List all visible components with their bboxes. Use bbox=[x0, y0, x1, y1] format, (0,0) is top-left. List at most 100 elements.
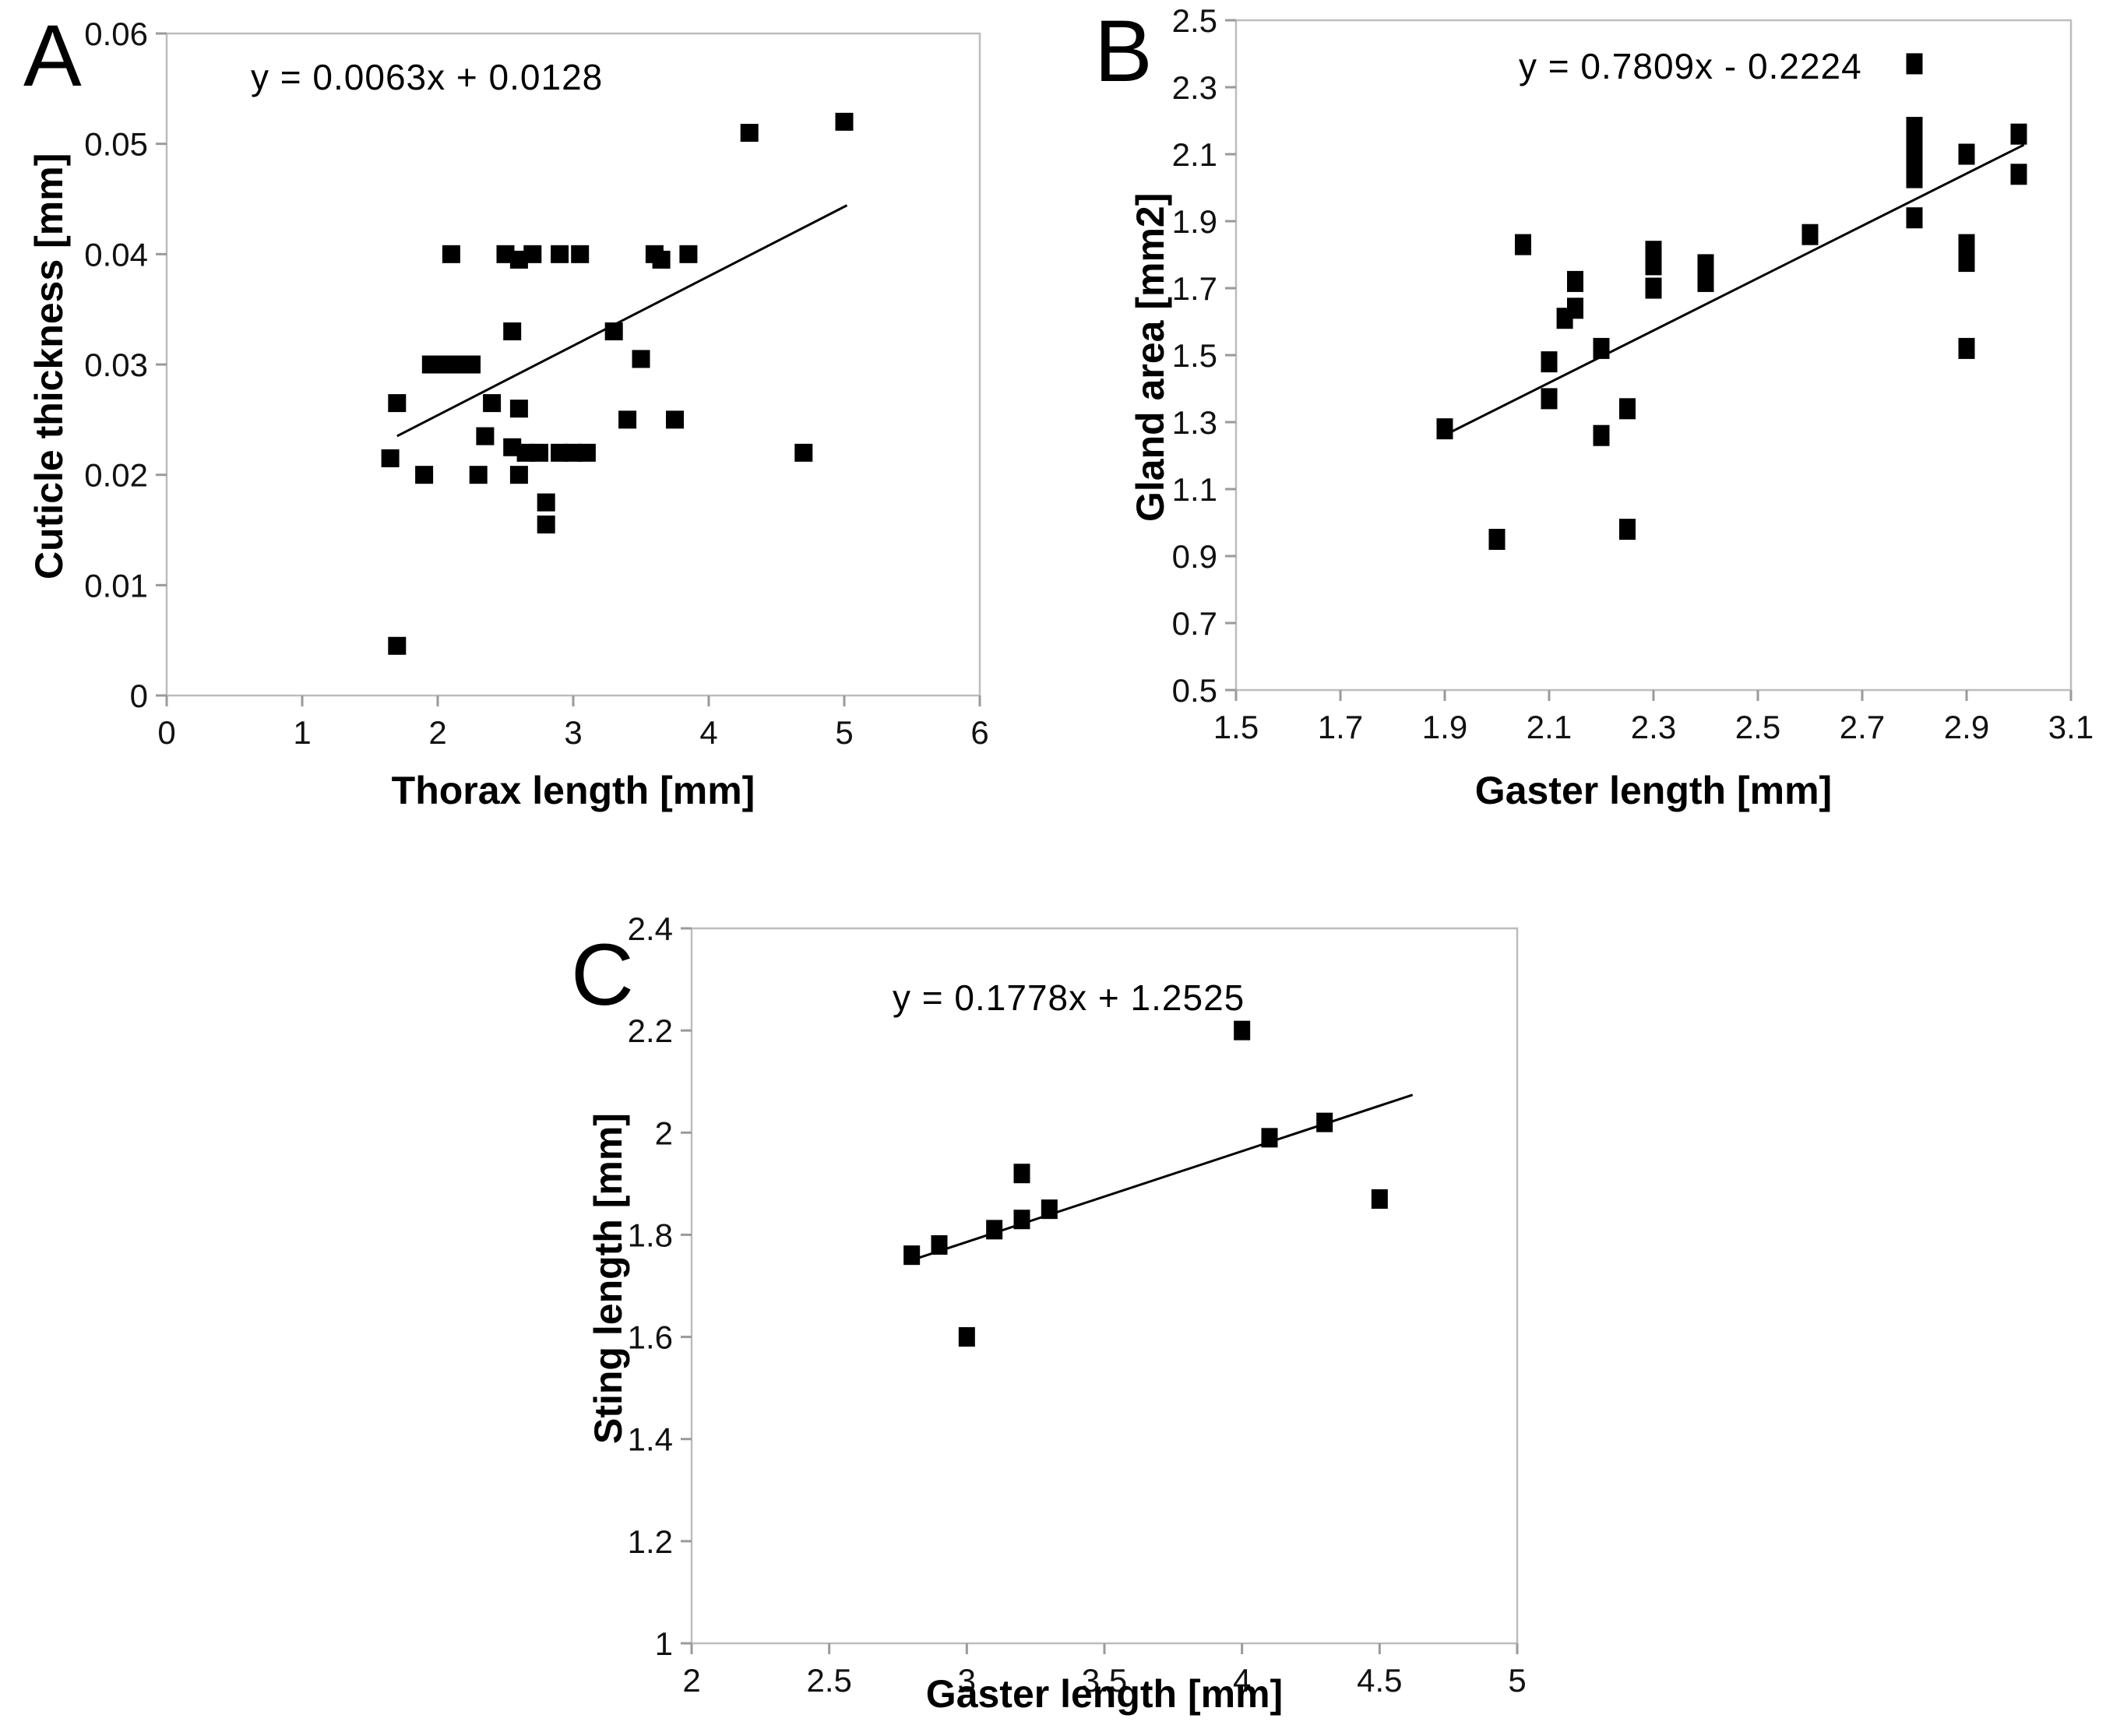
data-point bbox=[986, 1220, 1003, 1240]
data-point bbox=[1316, 1112, 1333, 1132]
data-point bbox=[604, 322, 623, 340]
y-tick-label: 1.4 bbox=[628, 1421, 673, 1458]
data-point bbox=[1436, 418, 1453, 440]
y-tick-label: 0.5 bbox=[1172, 672, 1217, 709]
data-point bbox=[1958, 251, 1975, 273]
data-point bbox=[931, 1235, 948, 1255]
panel-c-x-axis-title: Gaster length [mm] bbox=[925, 1672, 1284, 1716]
data-point bbox=[1906, 133, 1923, 155]
data-point bbox=[442, 245, 460, 263]
data-point bbox=[537, 515, 555, 533]
data-point bbox=[1906, 53, 1923, 75]
y-tick-label: 0.7 bbox=[1172, 605, 1217, 642]
data-point bbox=[503, 322, 522, 340]
y-tick-label: 1.8 bbox=[628, 1217, 673, 1253]
data-point bbox=[415, 466, 434, 484]
data-point bbox=[1488, 529, 1506, 550]
data-point bbox=[1515, 234, 1531, 255]
data-point bbox=[503, 438, 522, 456]
x-tick-label: 1.7 bbox=[1318, 709, 1363, 745]
x-tick-label: 2.3 bbox=[1631, 709, 1676, 745]
y-tick-label: 0.9 bbox=[1172, 538, 1217, 575]
x-tick-label: 2 bbox=[428, 714, 446, 751]
x-tick-label: 1.9 bbox=[1422, 709, 1467, 745]
panel-b-plot: 1.5 1.7 1.9 2.1 2.3 2.5 2.7 2.9 3.1 0.5 0.7 0.9 1.1 1… bbox=[1172, 2, 2094, 745]
y-tick-label: 2.1 bbox=[1172, 136, 1217, 173]
x-tick-label: 4 bbox=[699, 714, 717, 751]
data-point bbox=[618, 410, 637, 429]
y-tick-label: 0 bbox=[130, 678, 148, 714]
data-point bbox=[388, 636, 407, 655]
panel-b-equation: y = 0.7809x - 0.2224 bbox=[1519, 46, 1862, 86]
panel-a-plot: 0 1 2 3 4 5 6 0 0.01 0.02 0.03 0.04 0.05 0.06 bbox=[84, 16, 988, 751]
x-tick-label: 4 bbox=[1233, 1662, 1251, 1699]
data-point bbox=[1013, 1210, 1030, 1230]
y-tick-label: 0.04 bbox=[84, 236, 148, 273]
x-tick-label: 6 bbox=[970, 714, 988, 751]
data-point bbox=[509, 466, 528, 484]
y-tick-label: 0.01 bbox=[84, 567, 148, 604]
data-point bbox=[1958, 143, 1975, 165]
y-tick-label: 2.3 bbox=[1172, 69, 1217, 106]
data-point bbox=[483, 394, 502, 413]
x-tick-label: 2.1 bbox=[1527, 709, 1572, 745]
x-tick-label: 3 bbox=[564, 714, 582, 751]
data-point bbox=[523, 245, 542, 263]
data-point bbox=[388, 394, 407, 413]
y-tick-label: 1.6 bbox=[628, 1319, 673, 1356]
data-point bbox=[551, 245, 569, 263]
data-point bbox=[1593, 337, 1610, 359]
data-point bbox=[469, 466, 488, 484]
data-point bbox=[1958, 337, 1975, 359]
panel-a-y-axis-title: Cuticle thickness [mm] bbox=[27, 153, 71, 579]
data-point bbox=[496, 245, 515, 263]
data-point bbox=[509, 400, 528, 418]
data-point bbox=[476, 427, 495, 445]
data-point bbox=[435, 355, 454, 374]
data-point bbox=[1906, 207, 1923, 229]
data-point bbox=[421, 355, 440, 374]
trend-line bbox=[906, 1093, 1414, 1263]
axis-box bbox=[165, 32, 981, 697]
y-tick-label: 1.7 bbox=[1172, 270, 1217, 307]
x-tick-label: 2.9 bbox=[1944, 709, 1989, 745]
y-tick-label: 2.4 bbox=[628, 910, 673, 947]
data-point bbox=[1013, 1164, 1030, 1184]
x-tick-label: 2 bbox=[682, 1662, 700, 1699]
data-point bbox=[1041, 1199, 1058, 1220]
x-tick-label: 1 bbox=[293, 714, 311, 751]
data-point bbox=[1234, 1020, 1251, 1041]
data-point bbox=[1261, 1128, 1278, 1148]
y-tick-label: 0.02 bbox=[84, 457, 148, 494]
data-point bbox=[1801, 224, 1819, 245]
y-tick-label: 2 bbox=[655, 1114, 673, 1151]
data-point bbox=[679, 245, 698, 263]
data-point bbox=[1645, 277, 1662, 299]
y-tick-label: 1.1 bbox=[1172, 471, 1217, 508]
data-point bbox=[516, 443, 535, 462]
x-tick-label: 4.5 bbox=[1357, 1662, 1402, 1699]
x-tick-label: 2.5 bbox=[806, 1662, 851, 1699]
x-tick-label: 3.1 bbox=[2048, 709, 2094, 745]
data-point bbox=[794, 443, 813, 462]
x-tick-label: 5 bbox=[1508, 1662, 1526, 1699]
data-point bbox=[537, 493, 555, 512]
y-tick-label: 0.06 bbox=[84, 16, 148, 52]
data-point bbox=[1619, 398, 1636, 420]
data-point bbox=[1371, 1189, 1388, 1210]
data-point bbox=[1906, 117, 1923, 139]
x-tick-label: 2.5 bbox=[1735, 709, 1780, 745]
panel-b-x-axis-title: Gaster length [mm] bbox=[1474, 769, 1833, 812]
x-tick-label: 3 bbox=[958, 1662, 976, 1699]
panel-c-equation: y = 0.1778x + 1.2525 bbox=[893, 977, 1245, 1018]
data-point bbox=[577, 443, 596, 462]
axis-box bbox=[690, 927, 1519, 1645]
data-point bbox=[1567, 270, 1583, 292]
data-point bbox=[903, 1245, 921, 1266]
data-point bbox=[1541, 351, 1558, 373]
data-point bbox=[1567, 298, 1583, 319]
panel-b-label: B bbox=[1094, 2, 1153, 100]
panel-a-equation: y = 0.0063x + 0.0128 bbox=[251, 57, 604, 97]
data-point bbox=[632, 350, 650, 368]
